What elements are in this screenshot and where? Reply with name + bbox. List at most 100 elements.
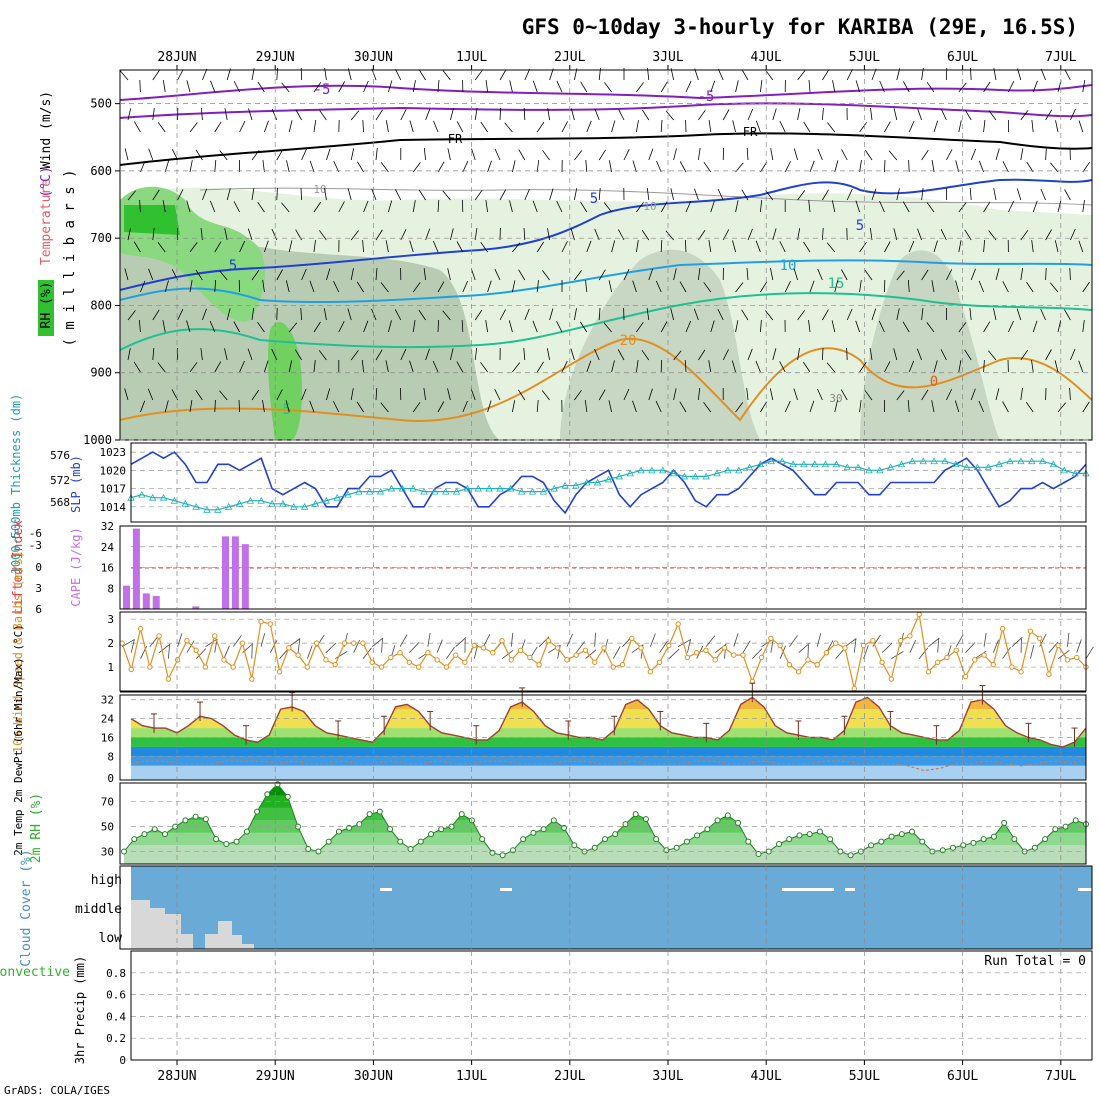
- wind-barb: [921, 389, 929, 401]
- wind-barb: [617, 349, 625, 361]
- wind-barb: [195, 389, 203, 401]
- wind-barb: [685, 320, 692, 333]
- rh-point: [591, 844, 598, 851]
- rh-point: [520, 836, 527, 843]
- wind-barb: [509, 200, 513, 213]
- rh-point: [274, 781, 281, 788]
- wind-barb: [140, 280, 146, 293]
- temp-line: [130, 696, 1087, 748]
- thickness-marker: [593, 478, 602, 486]
- date-label-top: 29JUN: [256, 50, 295, 65]
- thickness-marker: [539, 487, 548, 495]
- thickness-marker: [279, 499, 287, 507]
- wind-speed-point: [564, 657, 570, 663]
- wind-barb: [747, 348, 753, 361]
- wind-barb: [735, 200, 739, 213]
- wind-speed-point: [341, 640, 348, 646]
- wind-barb: [779, 361, 786, 373]
- wind-barb: [978, 280, 984, 293]
- wind-barb: [437, 319, 439, 333]
- wind-barb: [127, 348, 131, 361]
- wind-barb: [871, 188, 877, 201]
- wind-barb: [1008, 81, 1015, 93]
- wind-barb-10m: [186, 640, 195, 653]
- wind-barb-10m: [677, 639, 691, 648]
- wind-barb: [808, 200, 811, 213]
- wind-barb: [618, 109, 625, 121]
- wind-barb: [958, 240, 962, 253]
- wind-speed-point: [304, 664, 311, 670]
- wind-barb-10m: [121, 639, 135, 648]
- temp-tick-label: 8: [107, 750, 114, 763]
- rh-legend-swatch: [38, 280, 54, 336]
- wind-barb: [765, 70, 774, 81]
- wind-barb: [556, 201, 563, 213]
- wind-barb: [350, 268, 354, 281]
- wind-speed-point: [842, 645, 848, 651]
- wind-barb: [673, 148, 677, 161]
- wind-speed-point: [925, 669, 932, 675]
- wind-barb-10m: [844, 638, 857, 648]
- rh-tick-label: 50: [101, 821, 114, 834]
- thickness-marker: [203, 506, 211, 513]
- rh-point: [919, 838, 926, 845]
- temp-above-mask: [131, 695, 1086, 747]
- thickness-line: [130, 460, 1086, 511]
- wind-barb: [371, 188, 377, 201]
- wind-barb: [271, 348, 278, 361]
- rh-point: [960, 842, 967, 849]
- wind-barb-10m: [269, 640, 278, 653]
- wind-speed-point: [721, 645, 728, 651]
- wind-barb-10m: [372, 637, 384, 648]
- wind-barb: [803, 241, 811, 253]
- wind-speed-point: [202, 664, 209, 670]
- wind-barb-10m: [687, 639, 691, 653]
- slp-ylabel: SLP (mb): [69, 455, 83, 513]
- rh-panel: [121, 781, 1089, 864]
- wind-speed-point: [397, 649, 403, 656]
- thickness-marker: [691, 472, 699, 480]
- slp-tick-label: 1017: [100, 483, 127, 496]
- wind-barb: [797, 108, 801, 121]
- date-label-bottom: 3JUL: [652, 1069, 683, 1084]
- wind-barb: [1069, 387, 1071, 401]
- wind-barb: [152, 309, 160, 321]
- wind-barb: [480, 121, 488, 133]
- date-label-top: 5JUL: [849, 50, 880, 65]
- thickness-tick-label: 576: [50, 449, 70, 462]
- wind-barb-10m: [928, 637, 940, 648]
- rh-point: [387, 826, 394, 833]
- thickness-marker: [409, 484, 417, 492]
- wind-barb: [356, 401, 364, 413]
- wind-barb: [226, 308, 231, 321]
- wind-barb: [717, 68, 724, 81]
- wind-barb: [760, 200, 763, 213]
- xs-tick-label: 500: [90, 97, 112, 111]
- wind-barb-10m: [1076, 639, 1082, 653]
- thickness-marker: [854, 463, 862, 471]
- wind-barb: [532, 320, 538, 333]
- wind-barb-10m: [297, 638, 301, 653]
- wind-barb: [450, 348, 454, 361]
- wind-barb: [214, 159, 217, 173]
- wind-barb-10m: [575, 641, 585, 653]
- wind-barb: [679, 281, 687, 293]
- rh-point: [131, 836, 138, 843]
- wind-barb: [219, 150, 228, 161]
- wind-barb: [708, 360, 712, 373]
- wind-barb: [1040, 188, 1046, 201]
- wind-barb: [931, 400, 935, 413]
- wind-barb: [784, 161, 791, 173]
- wind-barb: [893, 348, 898, 361]
- wind-barb-10m: [798, 643, 810, 653]
- thickness-marker: [811, 460, 819, 468]
- wind-barb: [884, 241, 891, 253]
- wind-barb: [822, 107, 824, 121]
- wind-barb: [598, 307, 601, 321]
- wind-barb: [636, 202, 644, 213]
- wind-barb: [908, 240, 915, 253]
- wind-speed-point: [239, 640, 246, 646]
- wind-barb: [808, 79, 811, 93]
- wind-barb: [487, 280, 492, 293]
- wind-barb: [224, 348, 228, 361]
